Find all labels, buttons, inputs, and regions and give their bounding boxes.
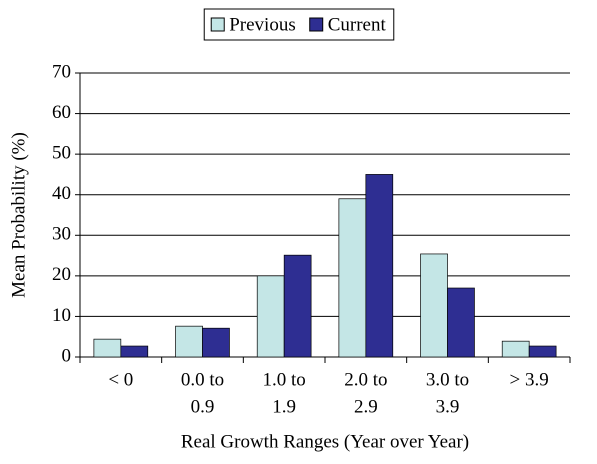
x-axis-label: Real Growth Ranges (Year over Year): [181, 431, 469, 452]
bar: [175, 325, 203, 358]
bar: [256, 275, 285, 358]
bar: [501, 340, 530, 358]
bar: [283, 254, 312, 358]
bar: [338, 198, 367, 358]
y-tick-label: 30: [52, 224, 71, 245]
legend-swatch: [210, 17, 225, 32]
x-tick-label: 3.9: [436, 396, 460, 417]
y-axis-label: Mean Probability (%): [8, 132, 29, 298]
y-tick-label: 40: [52, 183, 71, 204]
x-tick-label: 0.9: [191, 396, 215, 417]
x-tick-label: 2.0 to: [344, 369, 387, 390]
bar: [93, 338, 122, 358]
bar: [528, 345, 557, 358]
y-tick-label: 10: [52, 305, 71, 326]
legend-label: Previous: [229, 14, 296, 35]
bar: [447, 287, 475, 358]
x-tick-label: 1.0 to: [263, 369, 306, 390]
y-tick-label: 70: [52, 61, 71, 82]
y-tick-label: 0: [62, 345, 72, 366]
x-tick-label: 2.9: [354, 396, 378, 417]
bar: [202, 327, 230, 358]
x-tick-label: 0.0 to: [181, 369, 224, 390]
bar: [420, 253, 448, 358]
x-tick-label: 1.9: [272, 396, 296, 417]
bar: [120, 345, 149, 358]
x-tick-label: > 3.9: [510, 369, 549, 390]
x-tick-label: < 0: [108, 369, 133, 390]
legend-box: [203, 8, 395, 41]
y-tick-label: 20: [52, 264, 71, 285]
legend-label: Current: [328, 14, 387, 35]
y-tick-label: 60: [52, 102, 71, 123]
x-tick-label: 3.0 to: [426, 369, 469, 390]
legend-swatch: [309, 17, 324, 32]
y-tick-label: 50: [52, 143, 71, 164]
bar: [365, 174, 394, 358]
